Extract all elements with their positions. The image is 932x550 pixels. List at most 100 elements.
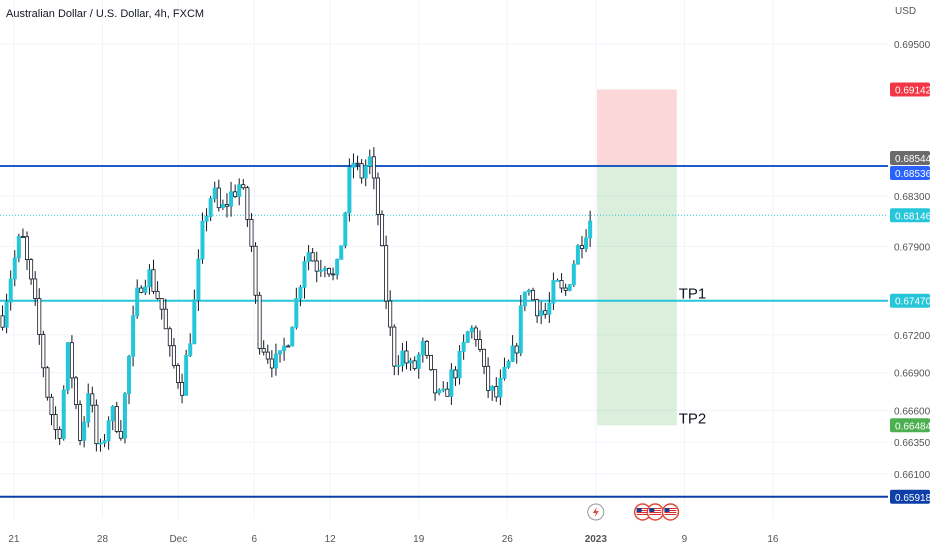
- tp-label: TP2: [679, 410, 707, 427]
- candle-body: [359, 163, 364, 179]
- date-tick-label: 9: [682, 534, 688, 545]
- candle-body: [347, 166, 352, 214]
- candle-body: [367, 156, 372, 167]
- candle-body: [482, 348, 487, 367]
- candle-body: [571, 263, 576, 286]
- candle-body: [526, 289, 531, 293]
- candle-body: [363, 165, 368, 179]
- price-badge-text: 0.69142: [895, 85, 932, 96]
- candle-body: [514, 345, 519, 354]
- candle-body: [73, 377, 78, 405]
- candle-body: [343, 212, 348, 247]
- stop-loss-zone[interactable]: [597, 89, 677, 166]
- candle-body: [302, 261, 307, 288]
- date-tick-label: 16: [767, 534, 779, 545]
- candle-body: [326, 268, 331, 275]
- candle-body: [424, 340, 429, 356]
- candle-body: [322, 268, 327, 271]
- candle-body: [90, 393, 95, 406]
- candle-body: [233, 191, 238, 197]
- candle-body: [579, 245, 584, 249]
- candle-body: [465, 331, 470, 343]
- candle-body: [473, 327, 478, 341]
- candle-body: [531, 289, 536, 301]
- price-badge: [890, 418, 930, 433]
- candle-body: [384, 245, 389, 302]
- candle-body: [535, 299, 540, 317]
- candle-body: [522, 291, 527, 307]
- price-badge-text: 0.68544: [895, 154, 932, 165]
- date-tick-label: 28: [97, 534, 109, 545]
- candle-body: [220, 204, 225, 209]
- candle-body: [49, 396, 54, 415]
- bolt-icon[interactable]: [587, 503, 605, 521]
- candle-body: [555, 280, 560, 282]
- risk-reward-position[interactable]: [597, 89, 677, 426]
- candle-body: [139, 287, 144, 293]
- tp-labels: TP1 TP2: [679, 286, 707, 428]
- date-tick-label: 21: [8, 534, 20, 545]
- take-profit-zone[interactable]: [597, 165, 677, 426]
- candle-body: [294, 298, 299, 328]
- candle-body: [588, 220, 593, 239]
- candle-body: [477, 339, 482, 350]
- us-flag-icon[interactable]: [646, 503, 665, 521]
- candle-body: [502, 366, 507, 379]
- candle-body: [551, 280, 556, 304]
- candle-body: [388, 300, 393, 328]
- candle-body: [339, 245, 344, 260]
- horizontal-lines[interactable]: [0, 165, 888, 498]
- candle-body: [61, 389, 66, 439]
- candle-body: [498, 378, 503, 398]
- candle-body: [171, 345, 176, 366]
- candle-body: [412, 360, 417, 369]
- candle-body: [155, 290, 160, 299]
- candle-body: [433, 369, 438, 394]
- candle-body: [563, 287, 568, 291]
- time-axis[interactable]: 21 28 Dec 6 12 19 26 2023 9 16: [0, 528, 888, 550]
- candle-body: [0, 315, 5, 328]
- candle-body: [428, 354, 433, 371]
- time-axis-bg: [0, 528, 888, 550]
- event-markers[interactable]: [587, 503, 680, 521]
- tp-label: TP1: [679, 286, 707, 303]
- candle-body: [269, 358, 274, 369]
- candle-body: [188, 343, 193, 356]
- candle-body: [286, 345, 291, 348]
- candle-body: [331, 273, 336, 276]
- candle-body: [420, 340, 425, 356]
- candle-body: [380, 213, 385, 247]
- candle-body: [106, 420, 111, 442]
- date-tick-label: 12: [325, 534, 337, 545]
- candle-body: [45, 367, 50, 398]
- price-tick-label: 0.69500: [894, 40, 931, 51]
- candle-body: [261, 348, 266, 353]
- candle-body: [175, 365, 180, 383]
- price-badge: [890, 208, 930, 223]
- date-tick-label: 6: [251, 534, 257, 545]
- candle-body: [306, 252, 311, 262]
- price-badge: [890, 151, 930, 166]
- candle-body: [25, 236, 30, 260]
- candle-body: [318, 269, 323, 272]
- us-flag-icon[interactable]: [661, 503, 680, 521]
- candle-body: [559, 280, 564, 289]
- candle-body: [229, 191, 234, 207]
- candle-body: [273, 353, 278, 369]
- candle-body: [180, 382, 185, 396]
- candle-body: [53, 414, 58, 430]
- candle-body: [20, 236, 25, 238]
- grid: [0, 0, 888, 518]
- price-badge: [890, 293, 930, 308]
- candle-body: [212, 187, 217, 199]
- candle-body: [510, 345, 515, 362]
- price-tick-label: 0.66900: [894, 369, 931, 380]
- candle-body: [33, 278, 38, 299]
- candle-body: [441, 388, 446, 391]
- price-badge-text: 0.66484: [895, 421, 932, 432]
- candle-body: [375, 177, 380, 215]
- candle-body: [143, 286, 148, 293]
- candle-body: [486, 365, 491, 391]
- candle-body: [41, 334, 46, 369]
